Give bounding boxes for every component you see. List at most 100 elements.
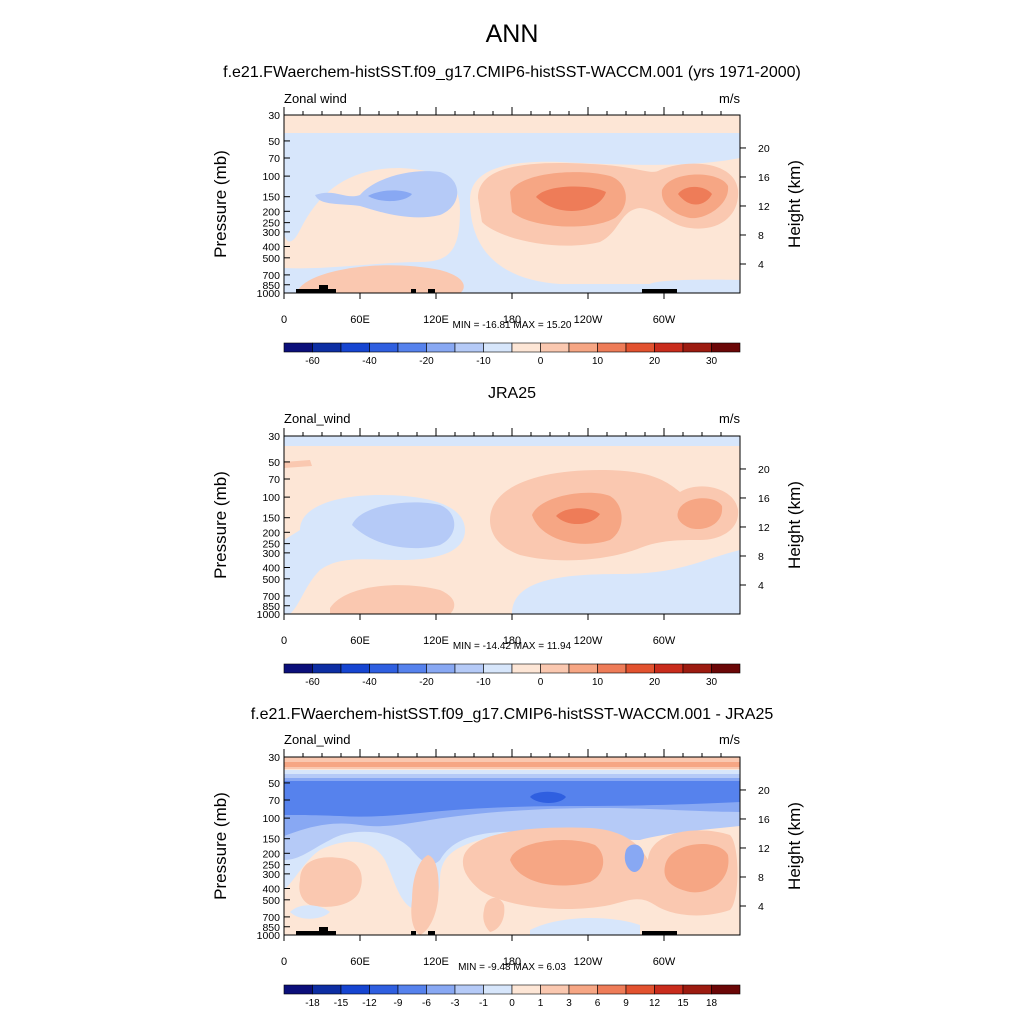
panel-3-colorbar-box — [711, 984, 741, 995]
panel-3-colorbar-label: -15 — [334, 998, 349, 1009]
panel-1-topography — [296, 285, 677, 293]
panel-1-height-tick-label: 8 — [758, 230, 764, 242]
panel-2-height-tick-label: 8 — [758, 551, 764, 563]
panel-3-left-title: Zonal_wind — [284, 732, 351, 747]
panel-1-ylabel: Pressure (mb) — [211, 150, 230, 258]
panel-1-xtick-label: 0 — [281, 314, 287, 326]
panel-3-ytick-label: 700 — [262, 912, 280, 924]
panel-2-colorbar-box — [454, 663, 484, 674]
panel-2-height-tick-label: 20 — [758, 464, 770, 476]
panel-1-colorbar-box — [426, 342, 456, 353]
panel-3-xtick-label: 60W — [653, 956, 676, 968]
panel-1-xtick-label: 60W — [653, 314, 676, 326]
panel-3-ytick-label: 70 — [268, 795, 280, 807]
panel-1-ytick-label: 100 — [262, 171, 280, 183]
panel-3-colorbar-box — [454, 984, 484, 995]
panel-1-ytick-label: 300 — [262, 227, 280, 239]
panel-2-left-title: Zonal_wind — [284, 411, 351, 426]
panel-2-minmax: MIN = -14.42 MAX = 11.94 — [452, 641, 572, 652]
panel-1-ytick-label: 400 — [262, 241, 280, 253]
panel-1-colorbar-label: -20 — [419, 356, 434, 367]
panel-3-ytick-label: 150 — [262, 834, 280, 846]
panel-3-height-tick-label: 8 — [758, 872, 764, 884]
panel-1-colorbar-box — [654, 342, 684, 353]
panel-1-units: m/s — [719, 91, 740, 106]
panel-1-height-tick-label: 12 — [758, 201, 770, 213]
panel-3-ylabel: Pressure (mb) — [211, 792, 230, 900]
panel-2-field — [284, 436, 740, 614]
panel-1-field — [284, 115, 740, 293]
panel-3-colorbar-label: -1 — [479, 998, 488, 1009]
panel-2-colorbar-box — [426, 663, 456, 674]
panel-1-colorbar-box — [511, 342, 541, 353]
panel-1-colorbar-box — [340, 342, 370, 353]
panel-3-xtick-label: 0 — [281, 956, 287, 968]
panel-1-colorbar-box — [682, 342, 712, 353]
panel-3-colorbar-box — [682, 984, 712, 995]
panel-2-xtick-label: 60W — [653, 635, 676, 647]
panel-1-colorbar-box — [369, 342, 399, 353]
panel-1-ytick-label: 30 — [268, 110, 280, 122]
panel-3-colorbar-label: 3 — [566, 998, 572, 1009]
panel-1-colorbar-box — [540, 342, 570, 353]
panel-2-colorbar-box — [625, 663, 655, 674]
panel-3-ytick-label: 300 — [262, 869, 280, 881]
panel-3-ylabel-right: Height (km) — [785, 802, 804, 890]
panel-3-topography — [296, 927, 677, 935]
panel-3-xtick-label: 60E — [350, 956, 370, 968]
panel-3-colorbar-box — [654, 984, 684, 995]
panel-2-ytick-label: 70 — [268, 474, 280, 486]
panel-3-colorbar-label: 12 — [649, 998, 661, 1009]
panel-1-ytick-label: 500 — [262, 253, 280, 265]
panel-1-colorbar-label: 20 — [649, 356, 661, 367]
panel-3-colorbar-label: 15 — [677, 998, 689, 1009]
panel-2-colorbar-label: -10 — [476, 677, 491, 688]
panel-3-colorbar-label: -18 — [305, 998, 320, 1009]
panel-1-colorbar-box — [283, 342, 313, 353]
panel-3-ytick-label: 500 — [262, 895, 280, 907]
panel-3-colorbar-label: 9 — [623, 998, 629, 1009]
panel-1-colorbar-label: 30 — [706, 356, 718, 367]
panel-1-ytick-label: 70 — [268, 153, 280, 165]
panel-2-ylabel: Pressure (mb) — [211, 471, 230, 579]
panel-1-colorbar-box — [483, 342, 513, 353]
panel-3-colorbar-box — [540, 984, 570, 995]
panel-3-height-tick-label: 12 — [758, 843, 770, 855]
panel-3-colorbar-label: -3 — [451, 998, 460, 1009]
panel-1-xtick-label: 180 — [503, 314, 521, 326]
panel-3-ytick-label: 250 — [262, 860, 280, 872]
panel-2-height-tick-label: 12 — [758, 522, 770, 534]
panel-2-colorbar-box — [654, 663, 684, 674]
panel-1-left-title: Zonal wind — [284, 91, 347, 106]
panel-3-ytick-label: 200 — [262, 848, 280, 860]
panel-2-colorbar-label: -40 — [362, 677, 377, 688]
panel-2-colorbar-label: 10 — [592, 677, 604, 688]
panel-3-colorbar-box — [625, 984, 655, 995]
panel-3-colorbar-label: 6 — [595, 998, 601, 1009]
panel-2-ylabel-right: Height (km) — [785, 481, 804, 569]
panel-1-colorbar-label: 0 — [538, 356, 544, 367]
panel-2-ytick-label: 1000 — [257, 609, 281, 621]
panel-3-colorbar-box — [568, 984, 598, 995]
panel-2-ytick-label: 150 — [262, 513, 280, 525]
panel-3-colorbar-box — [511, 984, 541, 995]
panel-1-colorbar-box — [597, 342, 627, 353]
panel-2-ytick-label: 300 — [262, 548, 280, 560]
panel-2-colorbar-box — [340, 663, 370, 674]
panel-3-units: m/s — [719, 732, 740, 747]
panel-1-colorbar-label: 10 — [592, 356, 604, 367]
panel-1-xtick-label: 120E — [423, 314, 449, 326]
panel-1-height-tick-label: 4 — [758, 259, 764, 271]
panel-1-colorbar-box — [568, 342, 598, 353]
panel-2-xtick-label: 60E — [350, 635, 370, 647]
panel-3-colorbar-box — [283, 984, 313, 995]
panel-1-ytick-label: 850 — [262, 280, 280, 292]
panel-3-colorbar-label: 1 — [538, 998, 544, 1009]
panel-3-colorbar-box — [426, 984, 456, 995]
page-title: ANN — [485, 20, 539, 48]
panel-3-colorbar-box — [312, 984, 342, 995]
panel-3-title: f.e21.FWaerchem-histSST.f09_g17.CMIP6-hi… — [250, 706, 774, 723]
panel-2-colorbar-box — [283, 663, 313, 674]
panel-1-colorbar-box — [625, 342, 655, 353]
panel-1-ytick-label: 50 — [268, 136, 280, 148]
